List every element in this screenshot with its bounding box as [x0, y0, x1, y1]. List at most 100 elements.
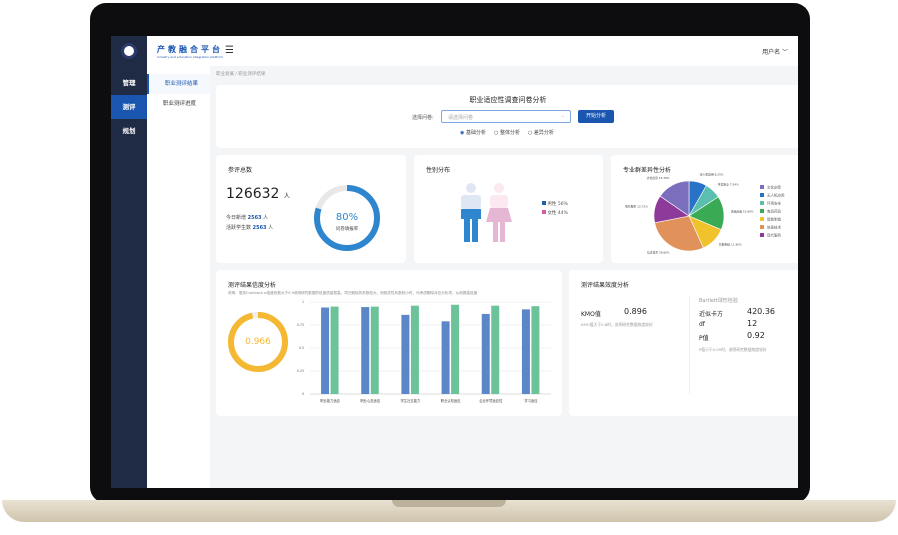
- gender-legend: 男性 56% 女性 44%: [542, 200, 568, 218]
- pie-slice-label: 文化创意 15.39%: [647, 176, 670, 180]
- x-tick-label: 学生社交能力: [401, 398, 421, 403]
- reliability-card: 测评结果信度分析 说明：虽然Cronbach α信度系数大于0.9说明研究数据的…: [216, 270, 562, 416]
- students-value: 2563: [252, 225, 267, 231]
- bar[interactable]: [531, 306, 540, 394]
- radio-difference[interactable]: ○ 差异分析: [527, 130, 554, 136]
- pie-slice-label: 食品药品 15.60%: [731, 209, 754, 213]
- radio-label: 基础分析: [465, 130, 486, 136]
- radio-basic[interactable]: ◉ 基础分析: [460, 130, 486, 136]
- submenu-item-progress[interactable]: 职业测评进度: [163, 101, 197, 107]
- bar-chart: 0 0.25 0.5 0.75 1 职业能力适应 职业心态适应 学生社交能力 职业认知适应 企业环…: [297, 300, 551, 403]
- user-menu[interactable]: 用户名 ﹀: [762, 49, 788, 56]
- pie-slice[interactable]: [654, 215, 704, 252]
- legend-label: 信息技术: [767, 225, 781, 230]
- menu-icon[interactable]: ☰: [225, 45, 234, 56]
- survey-card: 职业适应性调查问卷分析 选择问卷: 请选择问卷 ⌄ 开始分析 ◉ 基础分析 ○ 整…: [216, 85, 798, 148]
- total-count: 126632: [226, 186, 280, 202]
- sidebar-item-plan[interactable]: 规划: [122, 127, 136, 135]
- divider: [689, 296, 690, 394]
- validity-card: 测评结果效度分析 KMO值 0.896 KMO值大于0.8时，说明研究数据效度较…: [569, 270, 798, 416]
- legend-male: 男性 56%: [542, 200, 568, 209]
- bar[interactable]: [521, 309, 530, 394]
- y-tick-label: 0.25: [297, 369, 304, 373]
- gauge-arc: [228, 312, 288, 372]
- bar[interactable]: [481, 313, 490, 394]
- radio-overall[interactable]: ○ 整体分析: [493, 130, 520, 136]
- major-pie-card: 专业群差异性分析 无人机应用 8.25% 环境安全 7.54% 食品药品 15.60…: [611, 155, 798, 263]
- bar[interactable]: [491, 305, 500, 394]
- brand-title: 产教融合平台: [157, 45, 223, 54]
- total-title: 参评总数: [228, 167, 253, 174]
- pie-slice-label: 环境安全 7.54%: [718, 182, 739, 186]
- sidebar: 管理 测评 规划: [111, 36, 147, 488]
- reliability-title: 测评结果信度分析: [228, 282, 277, 289]
- today-label: 今日新增: [226, 215, 247, 221]
- x-tick-label: 职业认知适应: [441, 398, 461, 403]
- chi-value: 420.36: [747, 307, 775, 316]
- bar[interactable]: [361, 307, 370, 394]
- breadcrumb: 职业发展 / 职业测评结果: [216, 72, 266, 77]
- logo-icon: [121, 43, 137, 59]
- kmo-note: KMO值大于0.8时，说明研究数据效度较好: [581, 322, 653, 327]
- gender-card: 性别分布 男性 56% 女性 44%: [414, 155, 603, 263]
- legend-label: 环境安全: [767, 201, 781, 206]
- kmo-value: 0.896: [624, 307, 647, 316]
- app-screen: 管理 测评 规划 产教融合平台 Industry and education i…: [111, 36, 798, 488]
- bar[interactable]: [401, 314, 410, 394]
- df-label: df: [699, 321, 705, 328]
- legend-female: 女性 44%: [542, 209, 568, 218]
- submenu-item-results[interactable]: 职业测评结果: [147, 74, 210, 94]
- p-value: 0.92: [747, 331, 765, 340]
- select-placeholder: 请选择问卷: [448, 115, 474, 121]
- pie-slice[interactable]: [659, 180, 690, 217]
- bar[interactable]: [410, 305, 419, 394]
- male-icon: [461, 183, 481, 242]
- kmo-label: KMO值: [581, 311, 601, 318]
- p-note: P值小于0.05时，说明研究数据效度较好: [699, 347, 767, 352]
- legend-swatch: [760, 185, 764, 189]
- total-card: 参评总数 126632 人 今日新增 2563 人 活跃学生数 2563 人 8…: [216, 155, 406, 263]
- legend-label: 现代服务: [767, 233, 781, 238]
- sidebar-item-manage[interactable]: 管理: [122, 79, 136, 87]
- laptop-base: [2, 500, 896, 522]
- legend-label: 智能制造: [767, 217, 781, 222]
- legend-label: 男性 56%: [547, 202, 568, 207]
- students-unit: 人: [268, 225, 274, 231]
- survey-select[interactable]: 请选择问卷 ⌄: [441, 110, 571, 123]
- pie-slice-label: 现代服务 12.72%: [625, 204, 648, 208]
- radio-label: 整体分析: [499, 130, 520, 136]
- sidebar-item-evaluate[interactable]: 测评: [111, 95, 147, 119]
- pie-slice-label: 信息技术 28.60%: [647, 250, 670, 254]
- legend-swatch: [760, 225, 764, 229]
- survey-title: 职业适应性调查问卷分析: [469, 96, 547, 104]
- bar[interactable]: [451, 304, 460, 394]
- legend-swatch: [760, 217, 764, 221]
- students-label: 活跃学生数: [226, 225, 252, 231]
- gender-figures: [461, 183, 512, 242]
- radio-label: 差异分析: [533, 130, 554, 136]
- validity-title: 测评结果效度分析: [581, 282, 630, 289]
- legend-label: 女性 44%: [547, 211, 568, 216]
- bar[interactable]: [321, 307, 330, 394]
- brand-subtitle: Industry and education integration platf…: [157, 55, 223, 59]
- y-tick-label: 0: [302, 392, 304, 396]
- today-value: 2563: [247, 215, 262, 221]
- p-label: P值: [699, 335, 709, 342]
- bar[interactable]: [441, 321, 450, 394]
- bar[interactable]: [330, 306, 339, 394]
- bar[interactable]: [370, 306, 379, 394]
- start-analysis-button[interactable]: 开始分析: [578, 110, 614, 123]
- total-unit: 人: [283, 193, 290, 200]
- analysis-type-radios: ◉ 基础分析 ○ 整体分析 ○ 差异分析: [460, 129, 554, 136]
- x-tick-label: 职业心态适应: [360, 398, 380, 403]
- pie-slice-label: 无人机应用 8.25%: [700, 172, 724, 176]
- female-icon: [486, 183, 512, 242]
- y-tick-label: 1: [302, 300, 304, 304]
- pie-title: 专业群差异性分析: [623, 167, 672, 174]
- fill-rate-label: 问卷填报率: [335, 227, 359, 232]
- header: 产教融合平台 Industry and education integratio…: [147, 36, 798, 66]
- legend-swatch: [760, 193, 764, 197]
- legend-swatch: [760, 233, 764, 237]
- pie-chart: 无人机应用 8.25% 环境安全 7.54% 食品药品 15.60% 智能制造 11.…: [625, 172, 785, 254]
- submenu: 职业测评结果 职业测评进度: [147, 66, 210, 488]
